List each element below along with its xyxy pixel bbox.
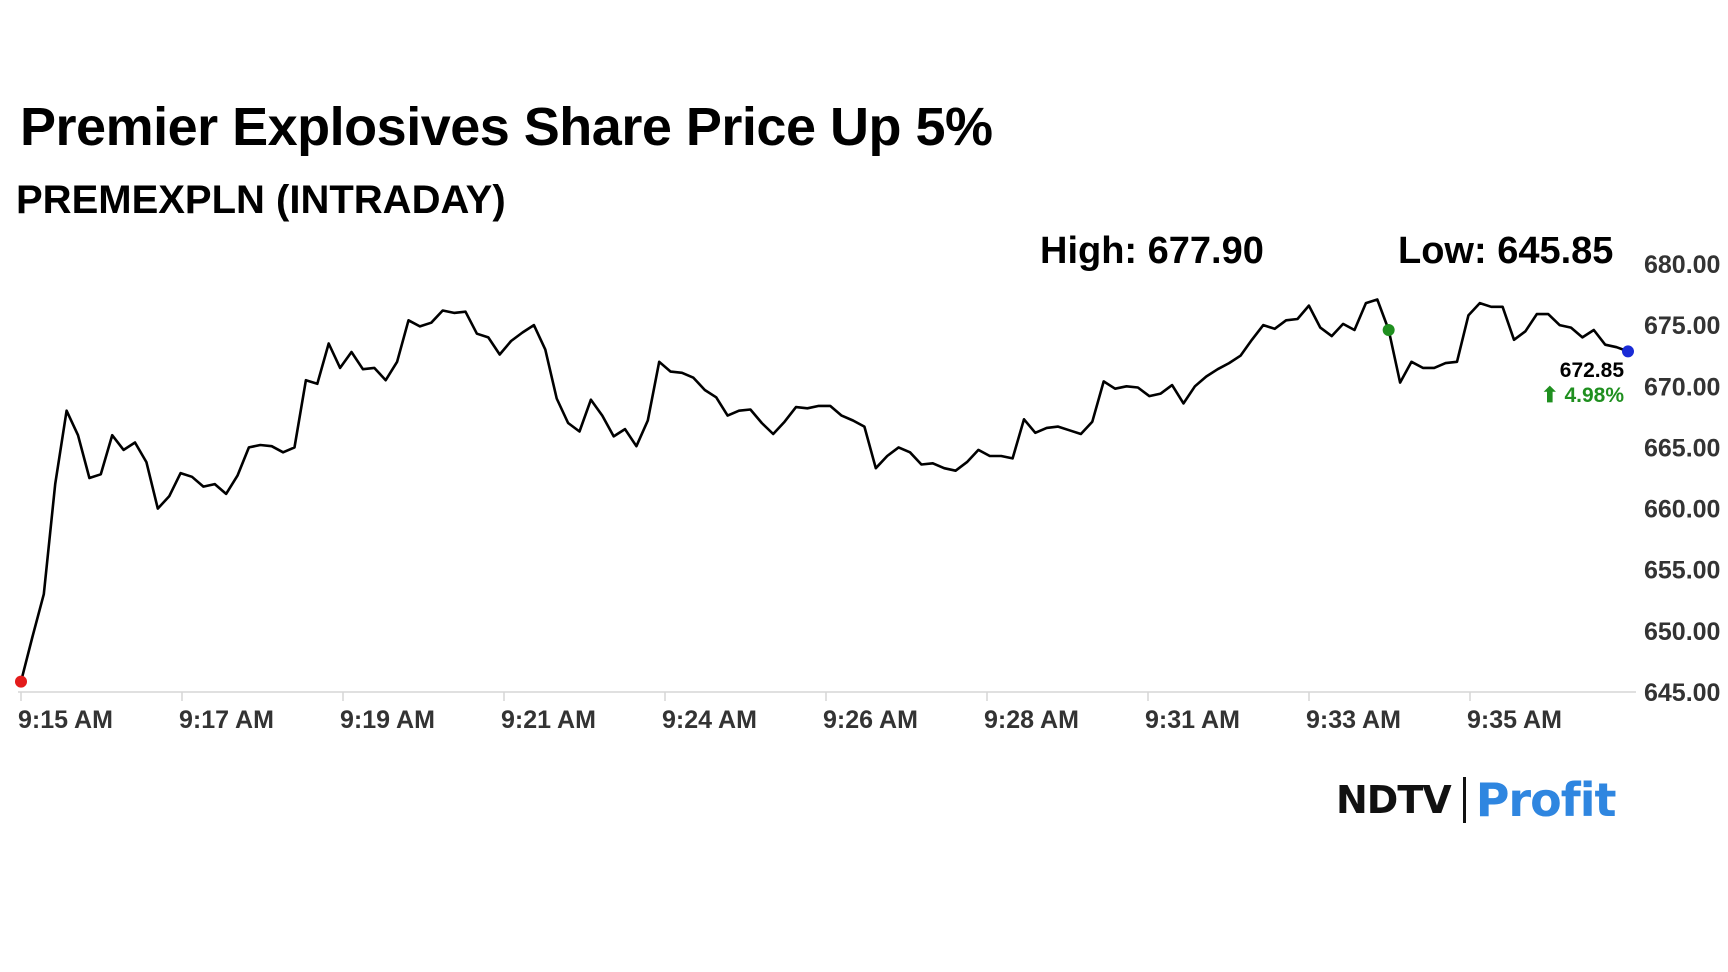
last-price-label: 672.85 bbox=[1560, 359, 1625, 382]
high-label: High: 677.90 bbox=[1040, 230, 1264, 272]
logo-separator bbox=[1462, 777, 1466, 823]
x-tick-label: 9:35 AM bbox=[1467, 706, 1562, 734]
last-marker bbox=[1622, 345, 1634, 358]
x-tick-label: 9:24 AM bbox=[662, 706, 757, 734]
x-tick-label: 9:33 AM bbox=[1306, 706, 1401, 734]
x-axis-labels: 9:15 AM 9:17 AM 9:19 AM 9:21 AM 9:24 AM 9:26 … bbox=[18, 692, 1562, 734]
change-percent-label: ⬆ 4.98% bbox=[1541, 384, 1624, 407]
y-tick-label: 645.00 bbox=[1644, 679, 1720, 707]
x-tick-label: 9:17 AM bbox=[179, 706, 274, 734]
y-tick-label: 655.00 bbox=[1644, 557, 1720, 585]
start-marker bbox=[15, 675, 27, 688]
chart-title: Premier Explosives Share Price Up 5% bbox=[20, 97, 993, 157]
x-tick-label: 9:19 AM bbox=[340, 706, 435, 734]
y-tick-label: 650.00 bbox=[1644, 618, 1720, 646]
x-tick-label: 9:28 AM bbox=[984, 706, 1079, 734]
chart-markers bbox=[15, 324, 1634, 688]
y-tick-label: 675.00 bbox=[1644, 312, 1720, 340]
low-label: Low: 645.85 bbox=[1398, 230, 1614, 272]
y-axis-labels: 680.00 675.00 670.00 665.00 660.00 655.00 650.… bbox=[1644, 251, 1720, 707]
ndtv-profit-logo: NDTV Profit bbox=[1336, 773, 1617, 827]
y-tick-label: 670.00 bbox=[1644, 373, 1720, 401]
x-tick-label: 9:21 AM bbox=[501, 706, 596, 734]
y-tick-label: 680.00 bbox=[1644, 251, 1720, 279]
x-tick-label: 9:31 AM bbox=[1145, 706, 1240, 734]
price-line bbox=[19, 298, 1629, 682]
x-tick-label: 9:26 AM bbox=[823, 706, 918, 734]
x-tick-label: 9:15 AM bbox=[18, 706, 113, 734]
high-marker bbox=[1382, 324, 1395, 337]
y-tick-label: 660.00 bbox=[1644, 496, 1720, 524]
logo-profit-text: Profit bbox=[1475, 773, 1617, 827]
chart-subtitle: PREMEXPLN (INTRADAY) bbox=[16, 178, 506, 222]
logo-ndtv-text: NDTV bbox=[1336, 778, 1452, 822]
y-tick-label: 665.00 bbox=[1644, 434, 1720, 462]
